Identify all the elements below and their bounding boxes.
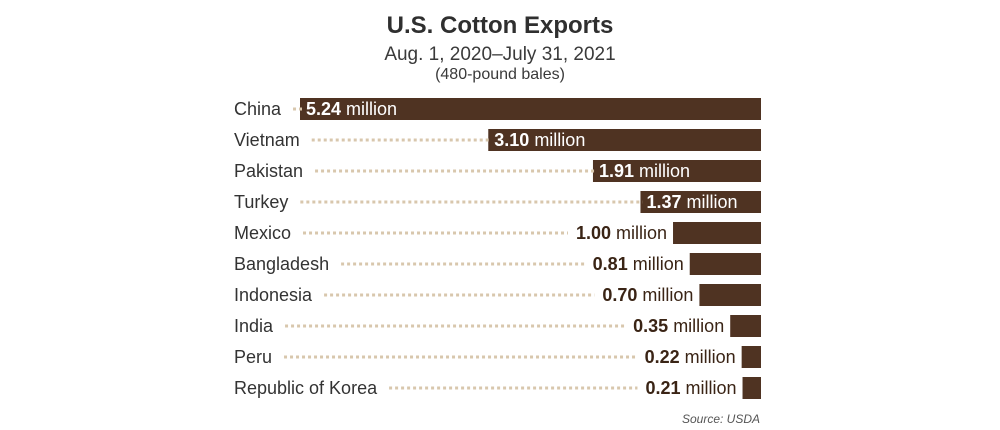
bar <box>742 377 761 399</box>
value-label: 1.91 million <box>599 161 690 181</box>
category-label: China <box>234 99 282 119</box>
category-label: India <box>234 316 274 336</box>
chart-title: U.S. Cotton Exports <box>386 12 614 39</box>
bar <box>640 191 761 213</box>
category-label: Indonesia <box>234 285 313 305</box>
value-label: 0.81 million <box>593 254 684 274</box>
bar <box>300 98 761 120</box>
value-label: 0.35 million <box>633 316 724 336</box>
category-label: Turkey <box>234 192 288 212</box>
bar <box>488 129 761 151</box>
value-label: 0.21 million <box>645 378 736 398</box>
value-label: 5.24 million <box>306 99 397 119</box>
chart-unit-note: (480-pound bales) <box>435 66 565 83</box>
bar <box>699 284 761 306</box>
category-label: Bangladesh <box>234 254 329 274</box>
bar <box>689 253 761 275</box>
category-label: Republic of Korea <box>234 378 378 398</box>
category-label: Mexico <box>234 223 291 243</box>
bar <box>741 346 761 368</box>
bar <box>673 222 761 244</box>
value-label: 1.00 million <box>576 223 667 243</box>
category-label: Vietnam <box>234 130 300 150</box>
category-label: Peru <box>234 347 272 367</box>
bar <box>730 315 761 337</box>
chart-subtitle: Aug. 1, 2020–July 31, 2021 <box>384 44 616 65</box>
value-label: 0.70 million <box>602 285 693 305</box>
value-label: 3.10 million <box>494 130 585 150</box>
category-label: Pakistan <box>234 161 303 181</box>
value-label: 1.37 million <box>646 192 737 212</box>
bar <box>592 160 761 182</box>
source-note: Source: USDA <box>681 412 760 426</box>
value-label: 0.22 million <box>645 347 736 367</box>
